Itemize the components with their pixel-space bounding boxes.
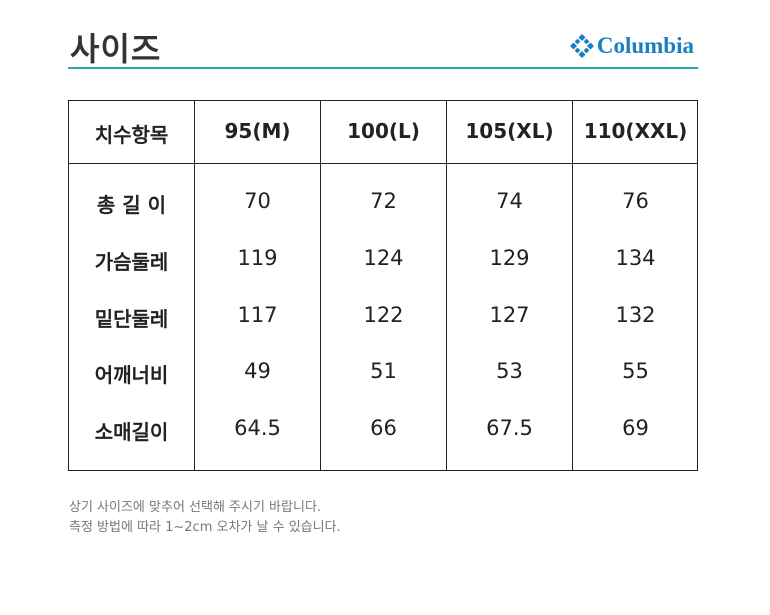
table-cell: 129 bbox=[489, 246, 530, 270]
table-cell: 122 bbox=[363, 303, 404, 327]
header-cell: 95(M) bbox=[224, 119, 291, 143]
header-cell: 105(XL) bbox=[465, 119, 554, 143]
brand-logo: Columbia bbox=[569, 33, 694, 59]
table-cell: 134 bbox=[615, 246, 656, 270]
table-cell: 55 bbox=[622, 359, 649, 383]
table-cell: 49 bbox=[244, 359, 271, 383]
title-divider bbox=[68, 67, 698, 69]
column-divider bbox=[572, 101, 573, 470]
row-label: 소매길이 bbox=[94, 420, 169, 444]
header-cell: 110(XXL) bbox=[583, 119, 688, 143]
table-cell: 66 bbox=[370, 416, 397, 440]
note-text: 측정 방법에 따라 1~2cm 오차가 날 수 있습니다. bbox=[69, 520, 341, 535]
table-cell: 72 bbox=[370, 189, 397, 213]
size-table: 치수항목 95(M) 100(L) 105(XL) 110(XXL) 총 길 이… bbox=[68, 100, 698, 471]
table-cell: 132 bbox=[615, 303, 656, 327]
table-cell: 74 bbox=[496, 189, 523, 213]
table-cell: 70 bbox=[244, 189, 271, 213]
header-divider bbox=[69, 163, 697, 164]
table-cell: 51 bbox=[370, 359, 397, 383]
table-cell: 67.5 bbox=[486, 416, 533, 440]
row-label: 총 길 이 bbox=[96, 193, 167, 217]
brand-name: Columbia bbox=[596, 33, 694, 58]
page-title: 사이즈 bbox=[70, 30, 162, 68]
header-cell: 100(L) bbox=[347, 119, 420, 143]
column-divider bbox=[320, 101, 321, 470]
table-cell: 64.5 bbox=[234, 416, 281, 440]
table-cell: 69 bbox=[622, 416, 649, 440]
table-cell: 53 bbox=[496, 359, 523, 383]
note-text: 상기 사이즈에 맞추어 선택해 주시기 바랍니다. bbox=[69, 500, 322, 515]
header-cell: 치수항목 bbox=[94, 123, 169, 147]
column-divider bbox=[194, 101, 195, 470]
table-cell: 124 bbox=[363, 246, 404, 270]
column-divider bbox=[446, 101, 447, 470]
table-cell: 119 bbox=[237, 246, 278, 270]
columbia-diamond-icon bbox=[569, 34, 594, 58]
table-cell: 76 bbox=[622, 189, 649, 213]
row-label: 어깨너비 bbox=[94, 363, 169, 387]
table-cell: 117 bbox=[237, 303, 278, 327]
table-cell: 127 bbox=[489, 303, 530, 327]
row-label: 밑단둘레 bbox=[94, 307, 169, 331]
row-label: 가슴둘레 bbox=[94, 250, 169, 274]
